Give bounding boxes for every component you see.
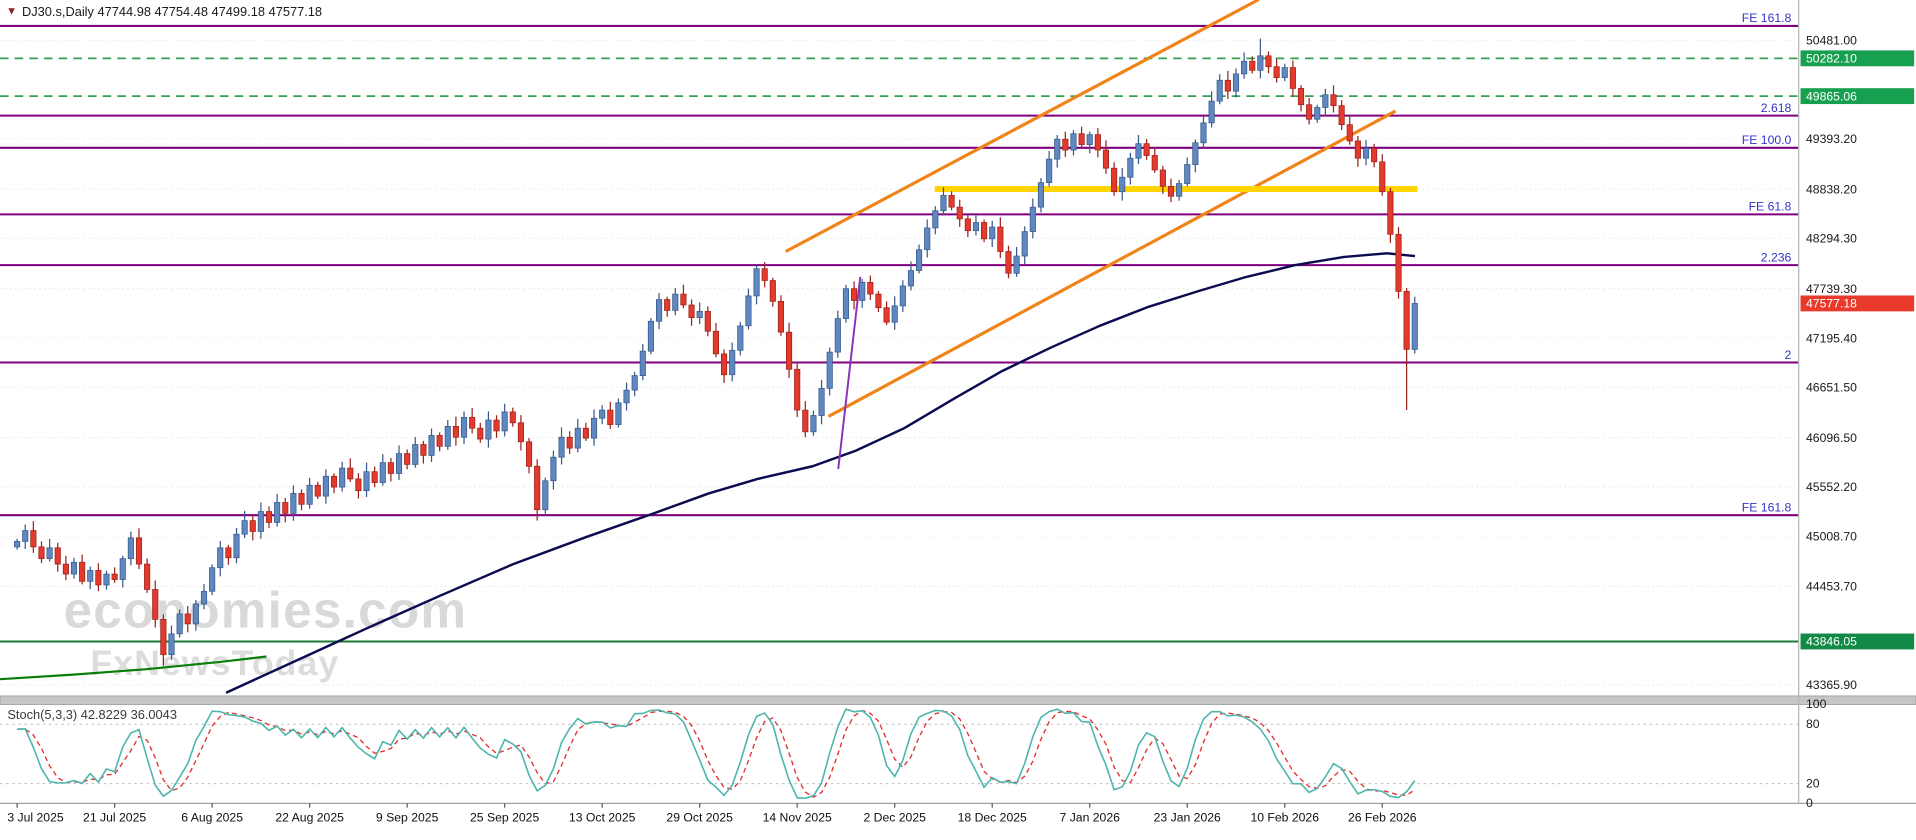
svg-text:47577.18: 47577.18 xyxy=(1806,297,1857,311)
svg-text:50481.00: 50481.00 xyxy=(1806,34,1857,48)
price-axis[interactable] xyxy=(1799,0,1916,803)
svg-text:29 Oct 2025: 29 Oct 2025 xyxy=(666,811,733,825)
svg-text:43365.90: 43365.90 xyxy=(1806,678,1857,692)
svg-text:6 Aug 2025: 6 Aug 2025 xyxy=(181,811,243,825)
svg-text:43846.05: 43846.05 xyxy=(1806,635,1857,649)
svg-text:49865.06: 49865.06 xyxy=(1806,89,1857,103)
panel-separator[interactable] xyxy=(0,695,1916,705)
svg-text:26 Feb 2026: 26 Feb 2026 xyxy=(1348,811,1417,825)
svg-text:0: 0 xyxy=(1806,796,1813,810)
svg-text:3 Jul 2025: 3 Jul 2025 xyxy=(7,811,64,825)
svg-text:FE 161.8: FE 161.8 xyxy=(1742,11,1792,25)
svg-text:23 Jan 2026: 23 Jan 2026 xyxy=(1154,811,1221,825)
svg-text:45552.20: 45552.20 xyxy=(1806,480,1857,494)
svg-text:46096.50: 46096.50 xyxy=(1806,431,1857,445)
svg-text:18 Dec 2025: 18 Dec 2025 xyxy=(958,811,1027,825)
svg-text:44453.70: 44453.70 xyxy=(1806,580,1857,594)
svg-text:25 Sep 2025: 25 Sep 2025 xyxy=(470,811,539,825)
svg-text:14 Nov 2025: 14 Nov 2025 xyxy=(763,811,832,825)
stochastic-layer xyxy=(0,708,1799,800)
svg-text:100: 100 xyxy=(1806,697,1827,711)
svg-text:7 Jan 2026: 7 Jan 2026 xyxy=(1060,811,1121,825)
svg-text:10 Feb 2026: 10 Feb 2026 xyxy=(1250,811,1319,825)
candles-layer xyxy=(14,38,1418,666)
svg-text:FE 61.8: FE 61.8 xyxy=(1749,200,1792,214)
stoch-indicator-label: Stoch(5,3,3) 42.8229 36.0043 xyxy=(7,707,177,722)
svg-text:80: 80 xyxy=(1806,717,1820,731)
svg-text:46651.50: 46651.50 xyxy=(1806,381,1857,395)
svg-text:FE 100.0: FE 100.0 xyxy=(1742,133,1792,147)
symbol-ohlc-text: DJ30.s,Daily 47744.98 47754.48 47499.18 … xyxy=(22,4,322,19)
svg-text:45008.70: 45008.70 xyxy=(1806,529,1857,543)
svg-text:2 Dec 2025: 2 Dec 2025 xyxy=(863,811,926,825)
symbol-marker-icon: ▼ xyxy=(6,6,17,18)
svg-text:2.618: 2.618 xyxy=(1761,101,1792,115)
time-axis[interactable] xyxy=(0,803,1916,840)
svg-text:20: 20 xyxy=(1806,776,1820,790)
gridlines-layer xyxy=(0,39,1799,686)
svg-text:2.236: 2.236 xyxy=(1761,250,1792,264)
watermark-economies: economies.com xyxy=(64,582,468,639)
svg-text:2: 2 xyxy=(1785,348,1792,362)
svg-text:49393.20: 49393.20 xyxy=(1806,132,1857,146)
svg-text:48838.20: 48838.20 xyxy=(1806,182,1857,196)
svg-text:48294.30: 48294.30 xyxy=(1806,232,1857,246)
svg-text:13 Oct 2025: 13 Oct 2025 xyxy=(569,811,636,825)
svg-text:FE 161.8: FE 161.8 xyxy=(1742,501,1792,515)
svg-text:47739.30: 47739.30 xyxy=(1806,282,1857,296)
svg-text:50282.10: 50282.10 xyxy=(1806,52,1857,66)
overlays-layer: FE 161.8 2.618 FE 100.0 FE 61.8 2.236 2 FE 161… xyxy=(0,0,1799,694)
chart-header: ▼ DJ30.s,Daily 47744.98 47754.48 47499.1… xyxy=(6,4,322,19)
axis-layer: 50481.00 49393.20 48838.20 48294.30 47739.30… xyxy=(7,34,1915,825)
svg-text:21 Jul 2025: 21 Jul 2025 xyxy=(83,811,146,825)
svg-text:9 Sep 2025: 9 Sep 2025 xyxy=(376,811,439,825)
svg-text:47195.40: 47195.40 xyxy=(1806,331,1857,345)
svg-text:22 Aug 2025: 22 Aug 2025 xyxy=(275,811,344,825)
